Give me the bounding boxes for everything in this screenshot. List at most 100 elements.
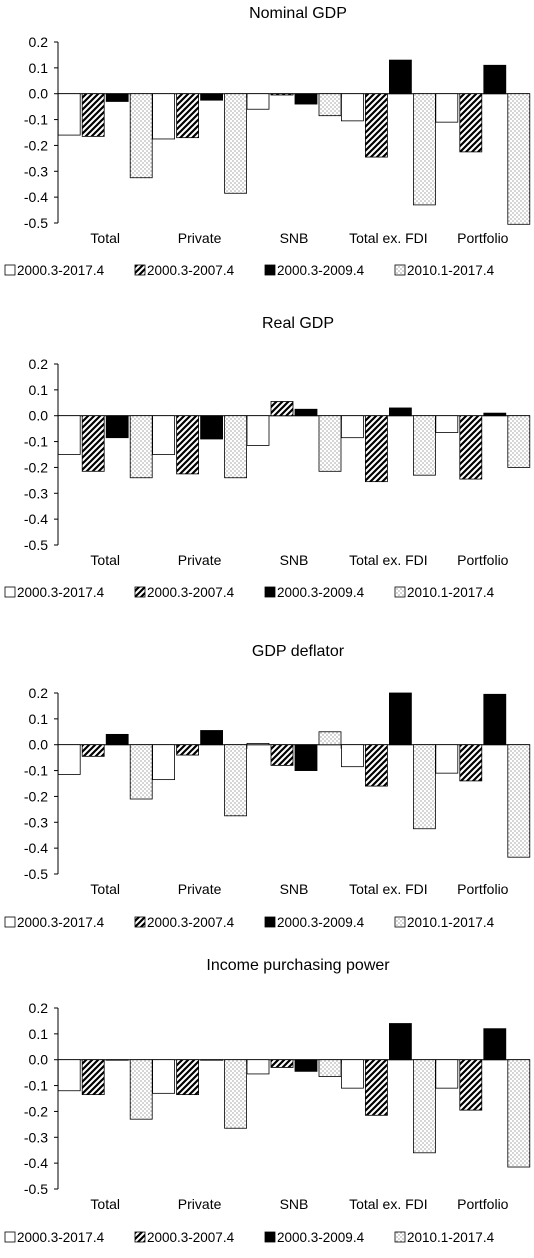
bar-dotted (129, 415, 153, 479)
bar-white (340, 744, 364, 768)
legend-label: 2000.3-2009.4 (277, 1230, 365, 1245)
legend-label: 2000.3-2017.4 (17, 1230, 105, 1245)
y-tick-label: -0.5 (24, 537, 48, 553)
bar-white (340, 415, 364, 439)
x-category-label: SNB (280, 881, 309, 897)
bar-black (483, 64, 507, 95)
legend-label: 2000.3-2007.4 (147, 263, 235, 278)
bar-diagonal (270, 744, 294, 766)
chart-title: Nominal GDP (249, 5, 347, 22)
y-tick-label: -0.5 (24, 866, 48, 882)
y-tick-label: -0.5 (24, 215, 48, 231)
legend-label: 2000.3-2017.4 (17, 263, 105, 278)
x-category-label: Total ex. FDI (349, 881, 428, 897)
y-tick-label: -0.1 (24, 112, 48, 128)
bar-black (388, 692, 412, 746)
bar-dotted (224, 93, 248, 194)
y-tick-label: -0.3 (24, 1129, 48, 1145)
bar-dotted (412, 1059, 436, 1154)
legend-label: 2000.3-2009.4 (277, 585, 365, 600)
bar-white (246, 93, 270, 110)
x-category-label: Total (90, 552, 120, 568)
bar-dotted (224, 1059, 248, 1129)
y-tick-label: 0.0 (29, 1052, 49, 1068)
y-tick-label: -0.2 (24, 137, 48, 153)
x-category-label: Portfolio (457, 881, 509, 897)
chart-title: GDP deflator (252, 643, 345, 660)
bar-black (294, 408, 318, 417)
bar-black (388, 59, 412, 95)
y-tick-label: -0.4 (24, 1155, 48, 1171)
legend-swatch (134, 1231, 146, 1243)
bar-diagonal (176, 415, 200, 475)
bar-dotted (129, 744, 153, 800)
y-tick-label: -0.5 (24, 1181, 48, 1197)
bar-dotted (507, 415, 531, 468)
bar-dotted (507, 1059, 531, 1168)
bar-dotted (507, 744, 531, 858)
bar-dotted (224, 744, 248, 817)
x-category-label: Private (178, 552, 222, 568)
legend-swatch (134, 916, 146, 928)
bar-black (105, 93, 129, 102)
bar-black (105, 415, 129, 439)
y-tick-label: -0.4 (24, 189, 48, 205)
bar-diagonal (364, 744, 388, 787)
legend-label: 2000.3-2009.4 (277, 263, 365, 278)
bar-diagonal (459, 93, 483, 153)
bar-white (435, 93, 459, 123)
legend-swatch (394, 1231, 406, 1243)
bar-dotted (129, 93, 153, 179)
legend-swatch (394, 916, 406, 928)
y-tick-label: -0.2 (24, 788, 48, 804)
legend-swatch (4, 264, 16, 276)
bar-black (294, 93, 318, 105)
bar-diagonal (176, 93, 200, 139)
bar-black (200, 415, 224, 440)
bar-diagonal (81, 1059, 105, 1096)
bar-white (340, 93, 364, 122)
y-tick-label: 0.2 (29, 1000, 49, 1016)
bar-black (483, 693, 507, 746)
bar-diagonal (81, 93, 105, 137)
x-category-label: SNB (280, 1196, 309, 1212)
bar-black (294, 1059, 318, 1072)
y-tick-label: -0.1 (24, 434, 48, 450)
x-category-label: Portfolio (457, 1196, 509, 1212)
legend-label: 2010.1-2017.4 (407, 263, 495, 278)
bar-diagonal (270, 1059, 294, 1068)
legend-label: 2010.1-2017.4 (407, 1230, 495, 1245)
bar-diagonal (81, 415, 105, 472)
y-tick-label: 0.1 (29, 60, 49, 76)
bar-dotted (412, 93, 436, 206)
legend-swatch (264, 1231, 276, 1243)
bar-white (340, 1059, 364, 1089)
x-category-label: Private (178, 881, 222, 897)
x-category-label: Private (178, 230, 222, 246)
chart-3: GDP deflator 0.2 0.1 0.0 -0.1 -0.2 -0.3 -0.4 -0.… (4, 643, 531, 930)
y-tick-label: -0.2 (24, 459, 48, 475)
bar-black (105, 1059, 129, 1061)
y-tick-label: -0.4 (24, 511, 48, 527)
bar-dotted (224, 415, 248, 479)
bar-white (152, 93, 176, 140)
x-category-label: Total (90, 881, 120, 897)
legend-swatch (4, 586, 16, 598)
chart-1: Nominal GDP 0.2 0.1 0.0 -0.1 -0.2 -0.3 -0.4 -0.5… (4, 5, 531, 278)
y-tick-label: 0.0 (29, 408, 49, 424)
bar-black (388, 1023, 412, 1061)
legend-label: 2000.3-2009.4 (277, 915, 365, 930)
y-tick-label: -0.3 (24, 163, 48, 179)
legend-label: 2000.3-2017.4 (17, 585, 105, 600)
bar-black (105, 733, 129, 746)
bar-white (57, 93, 81, 136)
bar-white (246, 743, 270, 746)
bar-diagonal (176, 744, 200, 756)
chart-title: Income purchasing power (206, 957, 390, 974)
x-category-label: Private (178, 1196, 222, 1212)
y-tick-label: 0.1 (29, 1026, 49, 1042)
y-tick-label: 0.2 (29, 34, 49, 50)
x-category-label: Total (90, 1196, 120, 1212)
legend-swatch (394, 264, 406, 276)
bar-white (152, 415, 176, 455)
